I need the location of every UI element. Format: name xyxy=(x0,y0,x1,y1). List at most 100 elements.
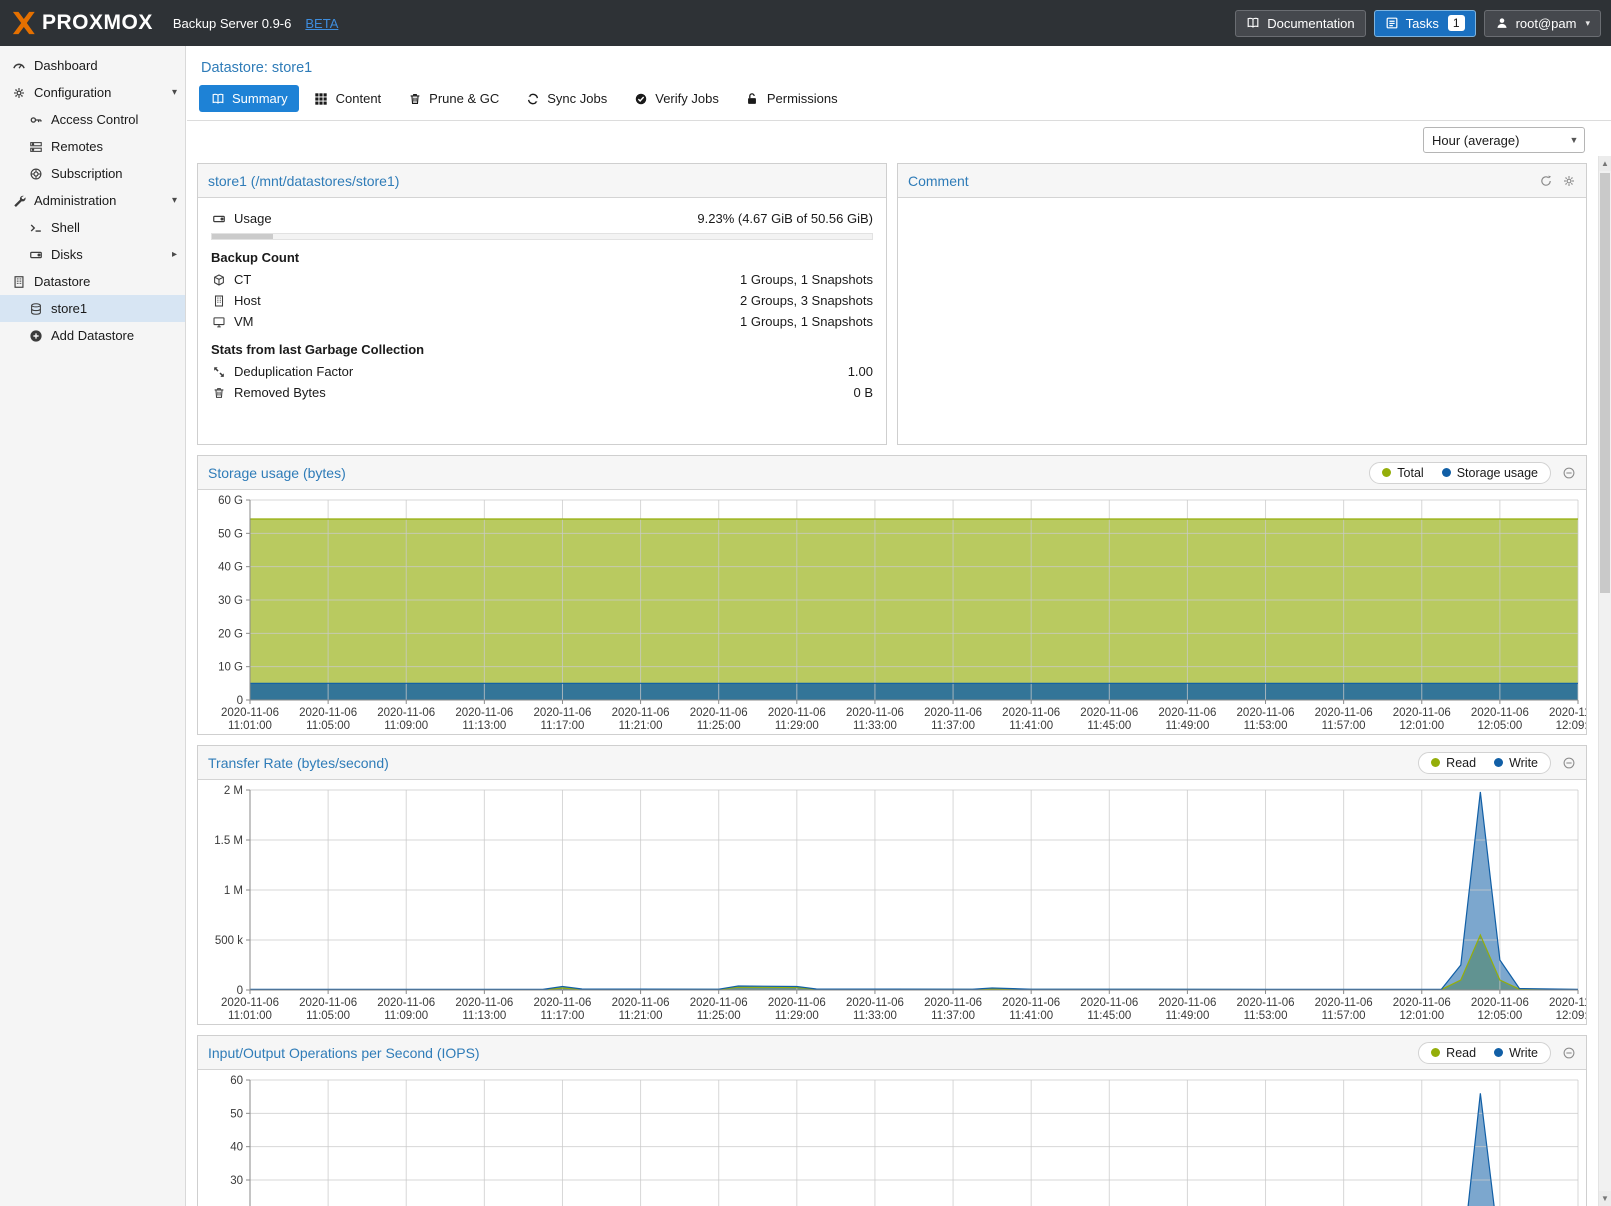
user-menu-button[interactable]: root@pam ▾ xyxy=(1483,9,1601,37)
svg-text:60 G: 60 G xyxy=(218,495,243,507)
summary-body: Usage 9.23% (4.67 GiB of 50.56 GiB) Back… xyxy=(198,198,886,413)
key-icon xyxy=(28,112,43,127)
sidebar-item-add-datastore[interactable]: Add Datastore xyxy=(0,322,185,349)
svg-text:11:45:00: 11:45:00 xyxy=(1087,1010,1131,1022)
wrench-icon xyxy=(11,193,26,208)
row-value: 1 Groups, 1 Snapshots xyxy=(740,272,873,287)
expand-caret-icon[interactable]: ▾ xyxy=(171,87,177,98)
legend-item-read[interactable]: Read xyxy=(1431,1046,1476,1060)
panel-title: Transfer Rate (bytes/second) xyxy=(208,754,389,771)
legend-item-write[interactable]: Write xyxy=(1494,1046,1538,1060)
legend-item-write[interactable]: Write xyxy=(1494,756,1538,770)
timeframe-select[interactable]: Hour (average) ▼ xyxy=(1423,127,1585,153)
svg-text:2020-11-06: 2020-11-06 xyxy=(1002,997,1060,1009)
documentation-button[interactable]: Documentation xyxy=(1235,9,1366,37)
svg-text:40: 40 xyxy=(230,1142,243,1154)
svg-text:2020-11-06: 2020-11-06 xyxy=(612,707,670,719)
gear-icon[interactable] xyxy=(1561,173,1576,188)
trash-icon xyxy=(211,385,226,400)
building-icon xyxy=(11,274,26,289)
refresh-icon[interactable] xyxy=(1538,173,1553,188)
sidebar-item-store1[interactable]: store1 xyxy=(0,295,185,322)
panel-title: Input/Output Operations per Second (IOPS… xyxy=(208,1044,480,1061)
beta-link[interactable]: BETA xyxy=(305,15,339,31)
svg-text:2020-11-06: 2020-11-06 xyxy=(1549,707,1586,719)
sidebar-item-access-control[interactable]: Access Control xyxy=(0,106,185,133)
svg-text:11:45:00: 11:45:00 xyxy=(1087,720,1131,732)
trash-icon xyxy=(407,91,422,106)
collapsed-caret-icon[interactable]: ▸ xyxy=(171,249,177,260)
svg-text:11:17:00: 11:17:00 xyxy=(541,720,585,732)
expand-caret-icon[interactable]: ▾ xyxy=(171,195,177,206)
collapse-icon[interactable] xyxy=(1561,1045,1576,1060)
tab-prune-gc[interactable]: Prune & GC xyxy=(396,85,510,112)
gears-icon xyxy=(11,85,26,100)
legend-dot xyxy=(1431,1048,1441,1057)
svg-text:11:49:00: 11:49:00 xyxy=(1165,1010,1209,1022)
scroll-up-arrow-icon[interactable]: ▲ xyxy=(1599,156,1611,171)
storage-usage-chart: 0 10 G 20 G 30 G 40 G 50 G 60 G 2020-11-06 11:01… xyxy=(198,490,1586,734)
user-icon xyxy=(1495,16,1509,31)
svg-text:1.5 M: 1.5 M xyxy=(214,835,243,847)
sidebar-item-disks[interactable]: Disks ▸ xyxy=(0,241,185,268)
vertical-scrollbar[interactable]: ▲ ▼ xyxy=(1598,156,1611,1206)
hdd-icon xyxy=(211,211,226,226)
sidebar-item-remotes[interactable]: Remotes xyxy=(0,133,185,160)
sidebar-item-configuration[interactable]: Configuration ▾ xyxy=(0,79,185,106)
tab-sync-jobs[interactable]: Sync Jobs xyxy=(514,85,618,112)
tasks-button[interactable]: Tasks 1 xyxy=(1373,9,1476,37)
svg-text:11:41:00: 11:41:00 xyxy=(1009,720,1053,732)
chevron-down-icon[interactable]: ▼ xyxy=(1569,135,1579,145)
cube-icon xyxy=(211,272,226,287)
sidebar-label: Datastore xyxy=(34,274,91,289)
comment-body[interactable] xyxy=(898,198,1586,218)
tab-label: Content xyxy=(335,91,382,106)
tab-verify-jobs[interactable]: Verify Jobs xyxy=(622,85,730,112)
tab-permissions[interactable]: Permissions xyxy=(734,85,849,112)
iops-panel: Input/Output Operations per Second (IOPS… xyxy=(197,1035,1587,1206)
app-header: PROXMOX Backup Server 0.9-6 BETA Documen… xyxy=(0,0,1611,46)
svg-text:40 G: 40 G xyxy=(218,562,243,574)
legend-dot xyxy=(1494,758,1504,767)
legend-item-read[interactable]: Read xyxy=(1431,756,1476,770)
svg-text:2020-11-06: 2020-11-06 xyxy=(221,707,279,719)
sidebar-item-shell[interactable]: Shell xyxy=(0,214,185,241)
unlock-icon xyxy=(745,91,760,106)
svg-text:2020-11-06: 2020-11-06 xyxy=(1237,997,1295,1009)
tab-content[interactable]: Content xyxy=(303,85,393,112)
legend-item-storage-usage[interactable]: Storage usage xyxy=(1441,466,1538,480)
sidebar-label: Shell xyxy=(51,220,80,235)
task-list-icon xyxy=(1385,16,1399,31)
sidebar-item-datastore[interactable]: Datastore xyxy=(0,268,185,295)
legend-item-total[interactable]: Total xyxy=(1382,466,1424,480)
terminal-icon xyxy=(28,220,43,235)
storage-usage-panel: Storage usage (bytes) Total Storage usag… xyxy=(197,455,1587,735)
panel-header: Transfer Rate (bytes/second) Read Write xyxy=(198,746,1586,780)
compress-icon xyxy=(211,364,226,379)
sidebar-item-dashboard[interactable]: Dashboard xyxy=(0,52,185,79)
svg-text:30: 30 xyxy=(230,1175,243,1187)
collapse-icon[interactable] xyxy=(1561,755,1576,770)
sidebar-label: Configuration xyxy=(34,85,112,100)
svg-text:11:29:00: 11:29:00 xyxy=(775,720,819,732)
svg-text:2020-11-06: 2020-11-06 xyxy=(1080,997,1138,1009)
lifebuoy-icon xyxy=(28,166,43,181)
chart-toolbar: Hour (average) ▼ xyxy=(187,121,1611,159)
svg-text:11:37:00: 11:37:00 xyxy=(931,1010,975,1022)
check-circle-icon xyxy=(633,91,648,106)
collapse-icon[interactable] xyxy=(1561,465,1576,480)
svg-text:2020-11-06: 2020-11-06 xyxy=(768,997,826,1009)
svg-text:2020-11-06: 2020-11-06 xyxy=(690,997,748,1009)
svg-text:0: 0 xyxy=(237,695,243,707)
svg-text:2020-11-06: 2020-11-06 xyxy=(1315,997,1373,1009)
row-value: 1.00 xyxy=(847,364,873,379)
tab-summary[interactable]: Summary xyxy=(199,85,299,112)
sidebar-item-subscription[interactable]: Subscription xyxy=(0,160,185,187)
sidebar-label: Remotes xyxy=(51,139,104,154)
scrollbar-thumb[interactable] xyxy=(1600,173,1610,593)
scroll-down-arrow-icon[interactable]: ▼ xyxy=(1599,1191,1611,1206)
sidebar-item-administration[interactable]: Administration ▾ xyxy=(0,187,185,214)
svg-text:60: 60 xyxy=(230,1075,243,1087)
svg-text:11:57:00: 11:57:00 xyxy=(1322,1010,1366,1022)
